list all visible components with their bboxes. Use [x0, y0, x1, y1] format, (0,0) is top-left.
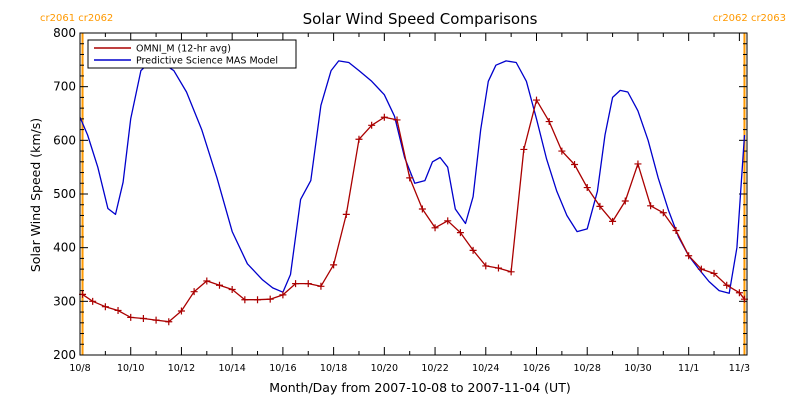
data-point-marker [266, 295, 274, 303]
series-line-predictive-science-mas-model [79, 60, 746, 294]
data-point-marker [304, 280, 312, 288]
data-point-marker [190, 288, 198, 296]
data-point-marker [659, 209, 667, 217]
data-point-marker [647, 202, 655, 210]
y-tick-label: 600 [53, 133, 76, 147]
data-point-marker [621, 197, 629, 205]
carrington-marker-label: cr2061 cr2062 [40, 13, 113, 24]
x-axis-label: Month/Day from 2007-10-08 to 2007-11-04 … [269, 380, 570, 395]
x-tick-label: 10/16 [269, 363, 296, 374]
data-point-marker [418, 205, 426, 213]
data-point-marker [456, 229, 464, 237]
data-point-marker [634, 160, 642, 168]
data-point-marker [228, 286, 236, 294]
data-point-marker [292, 280, 300, 288]
data-point-marker [393, 116, 401, 124]
data-point-marker [241, 296, 249, 304]
data-point-marker [203, 277, 211, 285]
x-tick-label: 10/20 [371, 363, 398, 374]
data-point-marker [545, 118, 553, 126]
data-point-marker [152, 316, 160, 324]
x-tick-label: 10/10 [117, 363, 144, 374]
data-point-marker [507, 268, 515, 276]
x-tick-label: 10/8 [69, 363, 90, 374]
data-point-marker [431, 224, 439, 232]
data-point-marker [406, 174, 414, 182]
y-tick-label: 800 [53, 26, 76, 40]
y-axis-label: Solar Wind Speed (km/s) [28, 118, 43, 272]
data-point-marker [520, 145, 528, 153]
y-tick-label: 200 [53, 348, 76, 362]
data-point-marker [165, 318, 173, 326]
data-point-marker [355, 135, 363, 143]
x-tick-label: 10/22 [421, 363, 448, 374]
x-tick-label: 10/14 [218, 363, 245, 374]
data-point-marker [596, 202, 604, 210]
legend-entry-label: OMNI_M (12-hr avg) [136, 44, 231, 55]
data-point-marker [279, 291, 287, 299]
series-line-omni-m-12-hr-avg [82, 99, 746, 323]
x-tick-label: 10/30 [624, 363, 651, 374]
y-tick-label: 300 [53, 294, 76, 308]
data-point-marker [723, 281, 731, 289]
data-point-marker [469, 246, 477, 254]
data-point-marker [317, 282, 325, 290]
data-point-marker [672, 226, 680, 234]
data-point-marker [609, 217, 617, 225]
data-point-marker [254, 296, 262, 304]
legend: OMNI_M (12-hr avg)Predictive Science MAS… [87, 39, 297, 69]
plot-frame [79, 32, 748, 356]
x-tick-label: 10/18 [320, 363, 347, 374]
x-tick-label: 10/24 [472, 363, 499, 374]
legend-box [87, 39, 297, 69]
data-point-marker [380, 113, 388, 121]
data-point-marker [139, 315, 147, 323]
data-point-marker [735, 289, 743, 297]
y-tick-label: 700 [53, 80, 76, 94]
x-tick-label: 10/26 [523, 363, 550, 374]
data-point-marker [215, 281, 223, 289]
data-point-marker [494, 264, 502, 272]
data-point-marker [583, 184, 591, 192]
data-point-marker [482, 262, 490, 270]
data-point-marker [177, 307, 185, 315]
data-point-marker [330, 261, 338, 269]
series-layer [79, 60, 748, 326]
x-tick-label: 11/1 [678, 363, 699, 374]
data-point-marker [444, 217, 452, 225]
y-tick-label: 500 [53, 187, 76, 201]
data-point-marker [697, 265, 705, 273]
y-tick-label: 400 [53, 241, 76, 255]
data-point-marker [89, 297, 97, 305]
data-point-marker [342, 210, 350, 218]
data-point-marker [101, 303, 109, 311]
data-point-marker [533, 96, 541, 104]
x-tick-label: 10/28 [574, 363, 601, 374]
data-point-marker [368, 121, 376, 129]
data-point-marker [685, 252, 693, 260]
carrington-marker-label: cr2062 cr2063 [713, 13, 786, 24]
chart-title: Solar Wind Speed Comparisons [303, 10, 538, 28]
data-point-marker [114, 306, 122, 314]
data-point-marker [558, 147, 566, 155]
data-point-marker [571, 160, 579, 168]
data-point-marker [710, 269, 718, 277]
x-tick-label: 11/3 [729, 363, 750, 374]
x-tick-label: 10/12 [168, 363, 195, 374]
legend-entry-label: Predictive Science MAS Model [136, 56, 278, 67]
data-point-marker [127, 313, 135, 321]
